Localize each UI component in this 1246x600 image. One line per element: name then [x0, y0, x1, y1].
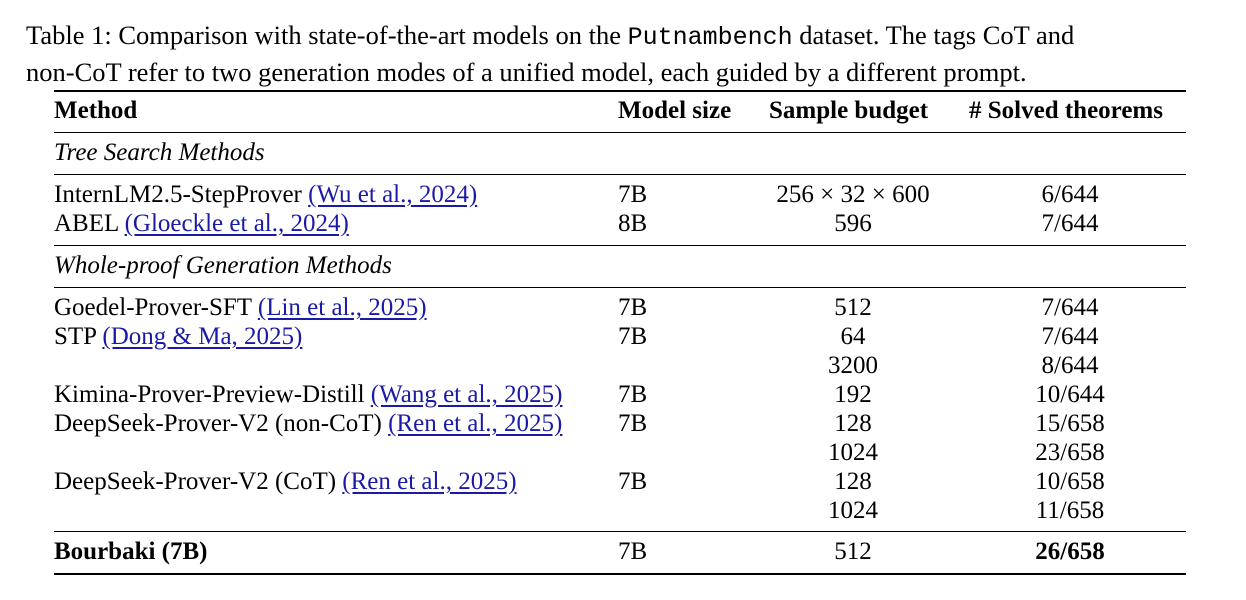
final-row-model-size: 7B — [618, 538, 648, 565]
solved-cell: 6/644 — [1041, 181, 1099, 208]
header-model-size: Model size — [618, 97, 732, 124]
model-size-cell: 7B — [618, 410, 648, 437]
sample-budget-cell: 3200 — [828, 352, 878, 379]
table-row-method: Goedel-Prover-SFT (Lin et al., 2025) — [54, 294, 427, 322]
table-row-method: Kimina-Prover-Preview-Distill (Wang et a… — [54, 381, 562, 409]
table-row-method: DeepSeek-Prover-V2 (non-CoT) (Ren et al.… — [54, 410, 562, 438]
solved-cell: 7/644 — [1041, 323, 1099, 350]
top-rule — [54, 90, 1186, 92]
caption-line-1: Table 1: Comparison with state-of-the-ar… — [26, 18, 1236, 55]
model-size-cell: 7B — [618, 181, 648, 208]
caption-text: dataset. The tags CoT and — [792, 20, 1075, 50]
table-caption: Table 1: Comparison with state-of-the-ar… — [26, 18, 1236, 89]
sample-budget-cell: 1024 — [828, 439, 878, 466]
header-solved-theorems: # Solved theorems — [969, 97, 1163, 124]
bottom-rule — [54, 573, 1186, 575]
header-rule — [54, 132, 1186, 133]
citation-link[interactable]: (Gloeckle et al., 2024) — [124, 210, 349, 237]
caption-text: Table 1: Comparison with state-of-the-ar… — [26, 20, 628, 50]
sample-budget-cell: 64 — [840, 323, 866, 350]
solved-cell: 23/658 — [1035, 439, 1105, 466]
sample-budget-cell: 256 × 32 × 600 — [776, 181, 930, 208]
method-name: Kimina-Prover-Preview-Distill — [54, 381, 365, 408]
table-row-method: InternLM2.5-StepProver (Wu et al., 2024) — [54, 181, 477, 209]
solved-cell: 11/658 — [1035, 497, 1105, 524]
table-row-method: DeepSeek-Prover-V2 (CoT) (Ren et al., 20… — [54, 468, 517, 496]
solved-cell: 8/644 — [1041, 352, 1099, 379]
citation-link[interactable]: (Wang et al., 2025) — [370, 381, 563, 408]
solved-cell: 10/644 — [1035, 381, 1105, 408]
method-name: ABEL — [54, 210, 119, 237]
table-row-method: ABEL (Gloeckle et al., 2024) — [54, 210, 349, 238]
section-whole-proof: Whole-proof Generation Methods — [54, 252, 392, 279]
model-size-cell: 8B — [618, 210, 648, 237]
header-method: Method — [54, 97, 138, 124]
model-size-cell: 7B — [618, 323, 648, 350]
method-name: STP — [54, 323, 97, 350]
sample-budget-cell: 128 — [834, 468, 872, 495]
citation-link[interactable]: (Dong & Ma, 2025) — [102, 323, 303, 350]
sample-budget-cell: 512 — [834, 294, 872, 321]
caption-dataset-name: Putnambench — [627, 23, 793, 52]
model-size-cell: 7B — [618, 294, 648, 321]
method-name: InternLM2.5-StepProver — [54, 181, 302, 208]
sample-budget-cell: 128 — [834, 410, 872, 437]
solved-cell: 15/658 — [1035, 410, 1105, 437]
section-rule — [54, 245, 1186, 246]
method-name: Goedel-Prover-SFT — [54, 294, 252, 321]
section-rule — [54, 174, 1186, 175]
header-sample-budget: Sample budget — [769, 97, 929, 124]
final-row-sample-budget: 512 — [834, 538, 872, 565]
method-name: DeepSeek-Prover-V2 (non-CoT) — [54, 410, 382, 437]
citation-link[interactable]: (Wu et al., 2024) — [308, 181, 478, 208]
sample-budget-cell: 192 — [834, 381, 872, 408]
model-size-cell: 7B — [618, 468, 648, 495]
sample-budget-cell: 596 — [834, 210, 872, 237]
citation-link[interactable]: (Ren et al., 2025) — [388, 410, 563, 437]
final-row-solved: 26/658 — [1035, 538, 1105, 565]
section-tree-search: Tree Search Methods — [54, 139, 265, 166]
method-name: DeepSeek-Prover-V2 (CoT) — [54, 468, 337, 495]
table-row-method: STP (Dong & Ma, 2025) — [54, 323, 302, 351]
solved-cell: 10/658 — [1035, 468, 1105, 495]
solved-cell: 7/644 — [1041, 294, 1099, 321]
caption-line-2: non-CoT refer to two generation modes of… — [26, 57, 1027, 87]
model-size-cell: 7B — [618, 381, 648, 408]
final-row-rule — [54, 531, 1186, 532]
citation-link[interactable]: (Lin et al., 2025) — [257, 294, 427, 321]
sample-budget-cell: 1024 — [828, 497, 878, 524]
final-row-method: Bourbaki (7B) — [54, 538, 208, 565]
section-rule — [54, 287, 1186, 288]
solved-cell: 7/644 — [1041, 210, 1099, 237]
citation-link[interactable]: (Ren et al., 2025) — [342, 468, 517, 495]
